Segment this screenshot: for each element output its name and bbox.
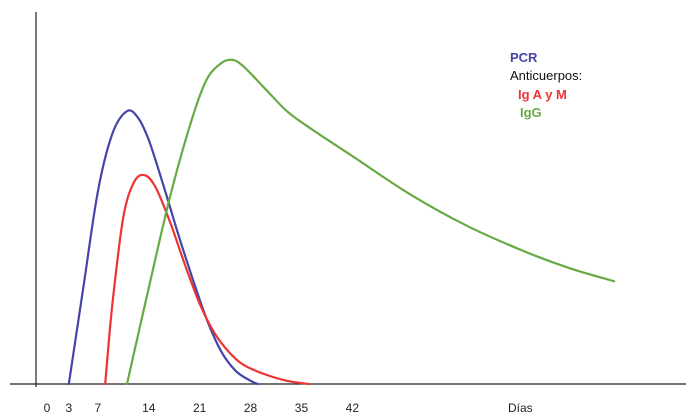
series-line-ig-a-y-m — [104, 173, 310, 386]
series-lines — [67, 58, 616, 386]
x-tick-label: 21 — [193, 401, 207, 415]
x-tick-label: 7 — [95, 401, 102, 415]
legend-pcr-label: PCR — [510, 50, 538, 65]
x-tick-label: 28 — [244, 401, 258, 415]
series-line-igg — [125, 58, 616, 386]
x-tick-label: 42 — [346, 401, 360, 415]
x-tick-label: 3 — [65, 401, 72, 415]
legend-anticuerpos-header: Anticuerpos: — [510, 68, 582, 83]
legend-ig-a-m-label: Ig A y M — [518, 87, 567, 102]
x-tick-label: 35 — [295, 401, 309, 415]
series-line-pcr — [67, 109, 259, 386]
legend: PCR Anticuerpos: Ig A y M IgG — [510, 50, 582, 120]
x-tick-label: 14 — [142, 401, 156, 415]
axes — [10, 12, 686, 387]
legend-igg-label: IgG — [520, 105, 542, 120]
x-axis-label: Días — [508, 401, 533, 415]
x-tick-labels: 0 3 7 14 21 28 35 42 — [44, 401, 360, 415]
x-tick-label: 0 — [44, 401, 51, 415]
